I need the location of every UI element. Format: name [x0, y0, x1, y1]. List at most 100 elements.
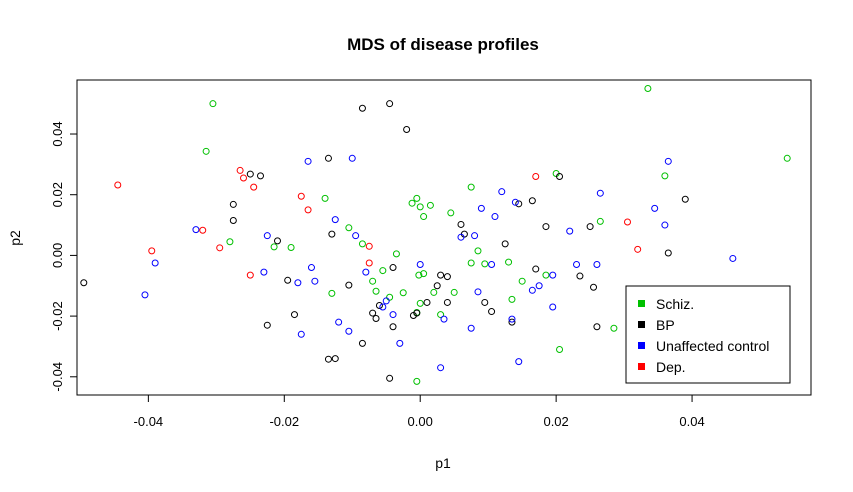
- point-unaffected-control: [331, 216, 339, 224]
- legend-label-schiz: Schiz.: [656, 296, 694, 312]
- point-bp: [664, 249, 672, 257]
- point-bp: [488, 308, 496, 316]
- point-dep: [246, 271, 254, 279]
- y-axis: -0.04 -0.02 0.00 0.02 0.04: [50, 121, 78, 392]
- point-schiz: [644, 84, 652, 92]
- point-bp: [246, 170, 254, 178]
- point-bp: [423, 298, 431, 306]
- point-dep: [304, 206, 312, 214]
- x-tick-label: 0.02: [543, 414, 568, 429]
- point-schiz: [661, 172, 669, 180]
- point-schiz: [542, 271, 550, 279]
- point-bp: [576, 272, 584, 280]
- point-bp: [457, 220, 465, 228]
- point-unaffected-control: [573, 261, 581, 269]
- point-unaffected-control: [528, 286, 536, 294]
- point-bp: [386, 374, 394, 382]
- point-dep: [240, 174, 248, 182]
- point-bp: [590, 283, 598, 291]
- point-schiz: [358, 240, 366, 248]
- legend-label-bp: BP: [656, 317, 675, 333]
- legend-label-unaffected-control: Unaffected control: [656, 338, 769, 354]
- point-bp: [328, 230, 336, 238]
- point-bp: [443, 273, 451, 281]
- point-dep: [532, 173, 540, 181]
- point-unaffected-control: [729, 254, 737, 262]
- x-tick-label: -0.04: [134, 414, 164, 429]
- point-unaffected-control: [440, 315, 448, 323]
- point-schiz: [386, 293, 394, 301]
- point-bp: [358, 104, 366, 112]
- y-tick-label: -0.04: [50, 362, 65, 392]
- point-unaffected-control: [661, 221, 669, 229]
- data-points: [80, 84, 791, 385]
- point-bp: [324, 154, 332, 162]
- point-bp: [369, 309, 377, 317]
- point-unaffected-control: [664, 157, 672, 165]
- point-schiz: [481, 260, 489, 268]
- point-bp: [273, 237, 281, 245]
- point-unaffected-control: [437, 364, 445, 372]
- point-unaffected-control: [352, 232, 360, 240]
- point-dep: [250, 183, 258, 191]
- point-dep: [365, 242, 373, 250]
- point-bp: [375, 301, 383, 309]
- point-unaffected-control: [141, 291, 149, 299]
- point-bp: [508, 318, 516, 326]
- point-schiz: [420, 213, 428, 221]
- x-tick-label: 0.00: [408, 414, 433, 429]
- point-bp: [433, 282, 441, 290]
- point-unaffected-control: [151, 259, 159, 267]
- point-unaffected-control: [488, 261, 496, 269]
- point-dep: [114, 181, 122, 189]
- point-unaffected-control: [508, 315, 516, 323]
- point-schiz: [209, 100, 217, 108]
- point-bp: [542, 223, 550, 231]
- point-dep: [199, 226, 207, 234]
- point-unaffected-control: [396, 339, 404, 347]
- point-dep: [297, 192, 305, 200]
- point-schiz: [202, 147, 210, 155]
- point-unaffected-control: [345, 327, 353, 335]
- point-schiz: [437, 311, 445, 319]
- point-schiz: [420, 270, 428, 278]
- point-schiz: [369, 277, 377, 285]
- y-tick-label: -0.02: [50, 301, 65, 331]
- point-schiz: [467, 183, 475, 191]
- point-unaffected-control: [307, 264, 315, 272]
- point-schiz: [416, 203, 424, 211]
- point-unaffected-control: [389, 311, 397, 319]
- point-unaffected-control: [416, 261, 424, 269]
- point-unaffected-control: [474, 288, 482, 296]
- y-tick-label: 0.02: [50, 182, 65, 207]
- point-bp: [532, 265, 540, 273]
- point-dep: [634, 245, 642, 253]
- point-unaffected-control: [651, 204, 659, 212]
- point-bp: [586, 223, 594, 231]
- point-unaffected-control: [382, 297, 390, 305]
- point-schiz: [392, 250, 400, 258]
- legend-box: [625, 285, 791, 384]
- legend-swatch-schiz: [638, 300, 645, 307]
- point-schiz: [287, 244, 295, 252]
- point-schiz: [399, 289, 407, 297]
- point-schiz: [415, 271, 423, 279]
- point-unaffected-control: [362, 268, 370, 276]
- y-tick-label: 0.04: [50, 121, 65, 146]
- point-schiz: [270, 243, 278, 251]
- point-unaffected-control: [511, 198, 519, 206]
- point-unaffected-control: [593, 261, 601, 269]
- point-schiz: [426, 201, 434, 209]
- point-schiz: [467, 259, 475, 267]
- point-bp: [331, 355, 339, 363]
- point-unaffected-control: [294, 279, 302, 287]
- point-bp: [443, 298, 451, 306]
- point-bp: [481, 298, 489, 306]
- point-unaffected-control: [260, 268, 268, 276]
- chart-title: MDS of disease profiles: [347, 35, 539, 54]
- x-axis-label: p1: [435, 455, 451, 471]
- point-schiz: [474, 247, 482, 255]
- point-bp: [403, 125, 411, 133]
- point-schiz: [345, 224, 353, 232]
- point-unaffected-control: [192, 226, 200, 234]
